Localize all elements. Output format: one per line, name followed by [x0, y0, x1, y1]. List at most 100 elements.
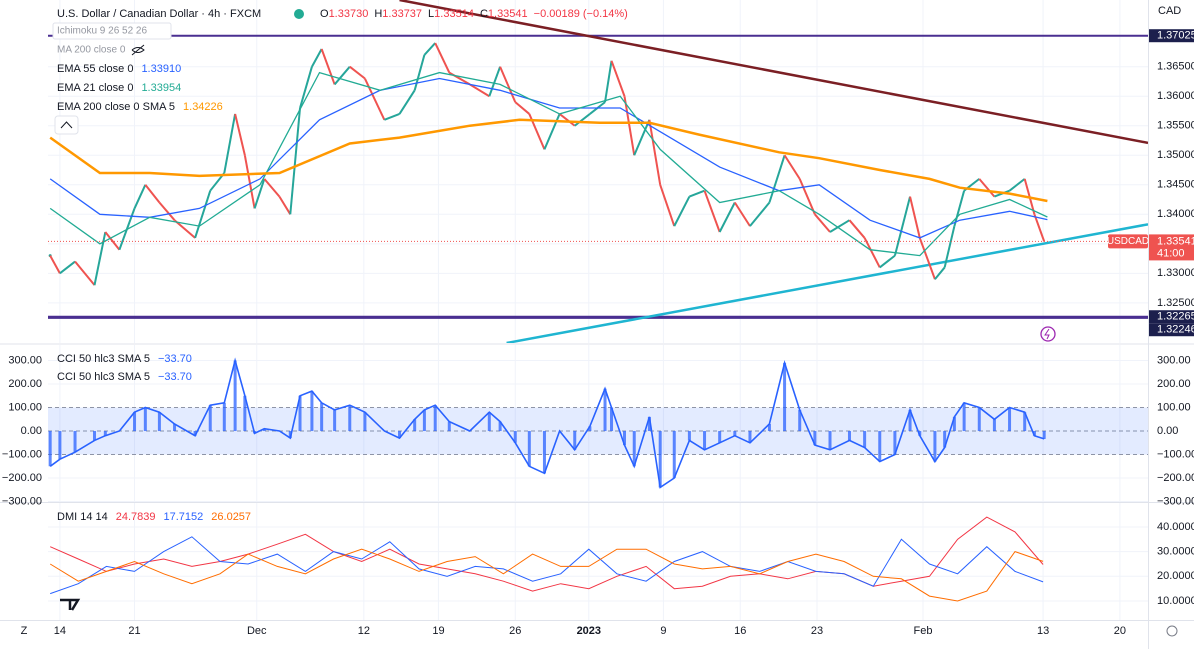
ohlc-value: 1.33514	[434, 8, 474, 20]
cci-bar	[603, 388, 607, 432]
price-segment	[543, 113, 561, 150]
price-segment	[934, 266, 946, 280]
legend-entry: CCI 50 hlc3 SMA 5 −33.70	[57, 353, 192, 365]
cci-bar	[828, 431, 832, 450]
price-segment	[768, 154, 786, 203]
x-tick-label: 21	[128, 625, 140, 637]
price-segment	[289, 107, 302, 215]
settings-icon[interactable]	[1166, 625, 1178, 637]
cci-bar	[622, 431, 626, 446]
cci-bar	[363, 412, 367, 432]
cci-bar	[962, 402, 966, 432]
cci-bar	[658, 431, 662, 488]
price-segment	[413, 54, 426, 91]
price-segment	[648, 119, 662, 185]
cci-bar	[542, 431, 546, 474]
zoom-button[interactable]: Z	[21, 625, 28, 637]
x-tick-label: 23	[811, 625, 823, 637]
y-tick-label: 1.35500	[1157, 120, 1194, 132]
ohlc-key: O	[320, 8, 329, 20]
legend-name: CCI 50 hlc3 SMA 5	[57, 353, 150, 365]
cci-bar	[173, 423, 177, 432]
cci-bar	[952, 416, 956, 432]
price-segment	[74, 260, 96, 286]
cci-bar	[1023, 412, 1027, 432]
price-segment	[943, 225, 956, 268]
indicator-line	[49, 118, 1048, 203]
price-pane	[48, 0, 1148, 343]
cci-bar	[233, 360, 237, 432]
x-tick-label: Dec	[247, 625, 267, 637]
market-status	[294, 9, 304, 19]
indicator-line	[49, 357, 1045, 489]
cci-bar	[333, 409, 337, 432]
price-segment	[718, 202, 736, 233]
cci-bar	[863, 431, 867, 448]
cci-bar	[933, 431, 937, 462]
cci-bar	[527, 431, 531, 467]
y-tick-label-left: 300.00	[8, 354, 42, 366]
y-tick-label-left: 0.00	[21, 425, 42, 437]
hidden-indicator: Ichimoku 9 26 52 26	[57, 26, 147, 37]
x-tick-label: 16	[734, 625, 746, 637]
cci-bar	[893, 431, 897, 455]
price-segment	[514, 101, 530, 115]
cci-bar	[1008, 407, 1012, 432]
cci-bar	[193, 431, 197, 436]
indicator-line	[49, 71, 1048, 257]
price-segment	[349, 65, 366, 80]
cci-bar	[748, 431, 752, 443]
x-tick-label: 19	[432, 625, 444, 637]
cci-bar	[610, 407, 614, 432]
legend-entry: DMI 14 14 24.7839 17.7152 26.0257	[57, 511, 251, 523]
ohlc-value: 1.33541	[488, 8, 528, 20]
y-tick-label: 40.0000	[1157, 521, 1194, 533]
collapse-button[interactable]	[54, 115, 79, 135]
y-tick-label: 20.0000	[1157, 570, 1194, 582]
cci-bar	[813, 431, 817, 446]
level-tag	[1149, 323, 1194, 337]
price-segment	[918, 237, 936, 280]
hidden-eye	[131, 44, 145, 56]
ohlc-key: C	[480, 8, 488, 20]
y-tick-label-left: −300.00	[2, 495, 42, 507]
price-segment	[673, 196, 691, 227]
level-tag	[1149, 29, 1194, 43]
price-segment	[144, 184, 161, 204]
indicator-line	[50, 536, 1044, 595]
event-icon[interactable]	[1040, 326, 1056, 342]
cci-bar	[143, 407, 147, 432]
ohlc: O1.33730 H1.33737 L1.33514 C1.33541 −0.00189…	[320, 8, 628, 20]
cci-bar	[413, 419, 417, 432]
level-label: 1.32265	[1157, 311, 1194, 323]
price-segment	[893, 196, 912, 256]
x-tick-label: 2023	[577, 625, 601, 637]
price-segment	[488, 66, 502, 97]
ohlc-value: 1.33730	[329, 8, 369, 20]
price-segment	[243, 155, 256, 209]
price-segment	[659, 184, 676, 227]
price-segment	[234, 113, 246, 156]
cci-bar	[93, 431, 97, 441]
price-tag-label: 1.33541	[1157, 235, 1194, 247]
price-segment	[604, 60, 613, 103]
price-segment	[798, 178, 816, 215]
legend-name: EMA 200 close 0 SMA 5	[57, 101, 175, 113]
x-tick-label: 26	[509, 625, 521, 637]
cci-bar	[262, 428, 266, 432]
price-segment	[879, 254, 896, 269]
cci-bar	[703, 431, 707, 450]
legend-value: 1.34226	[183, 101, 223, 113]
cci-bar	[632, 431, 636, 467]
logo	[60, 598, 81, 611]
price-segment	[829, 219, 850, 233]
x-tick-label: 9	[660, 625, 666, 637]
y-tick-label: 1.36000	[1157, 90, 1194, 102]
price-segment	[253, 178, 266, 209]
collapse-icon	[60, 121, 73, 129]
cci-bar	[320, 402, 324, 432]
legend-box	[52, 22, 172, 40]
level-label: 1.32246	[1157, 324, 1194, 336]
currency-label: CAD	[1158, 5, 1181, 17]
